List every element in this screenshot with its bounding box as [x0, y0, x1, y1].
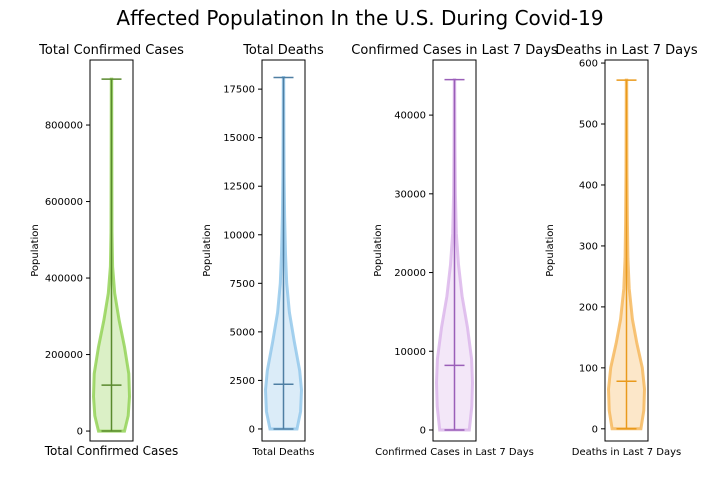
x-axis-label: Deaths in Last 7 Days: [572, 447, 681, 458]
y-tick-label: 600000: [45, 197, 83, 208]
y-axis-label: Population: [545, 224, 556, 277]
subplot-title: Deaths in Last 7 Days: [555, 43, 697, 58]
plot-frame: [604, 59, 649, 442]
subplot-3: Confirmed Cases in Last 7 Days 0 10000 2000…: [351, 43, 558, 458]
y-tick-label: 40000: [394, 111, 426, 122]
y-tick-label: 0: [249, 424, 255, 435]
plot-frame: [432, 59, 477, 442]
y-tick-label: 300: [579, 241, 598, 252]
y-tick-label: 15000: [223, 133, 255, 144]
y-tick-label: 0: [77, 427, 83, 438]
y-tick-label: 600: [579, 59, 598, 70]
y-tick-label: 2500: [230, 376, 255, 387]
y-tick-label: 12500: [223, 182, 255, 193]
plot-frame: [261, 59, 306, 442]
figure-title: Affected Populatinon In the U.S. During …: [116, 6, 603, 30]
y-tick-label: 400: [579, 180, 598, 191]
subplot-4: Deaths in Last 7 Days 0 100 200 300 400 500 600…: [545, 43, 698, 458]
y-tick-label: 0: [592, 424, 598, 435]
subplot-2: Total Deaths 0 2500 5000 7500 10000 12500 15000…: [202, 43, 324, 458]
subplot-title: Total Confirmed Cases: [38, 43, 184, 58]
x-axis-label: Total Deaths: [252, 447, 315, 458]
x-axis-label: Total Confirmed Cases: [44, 444, 179, 458]
subplots: Total Confirmed Cases0200000400000600000…: [30, 43, 698, 458]
y-tick-label: 400000: [45, 274, 83, 285]
y-tick-label: 5000: [230, 327, 255, 338]
y-axis-label: Population: [202, 224, 213, 277]
y-tick-label: 20000: [394, 268, 426, 279]
x-axis-label: Confirmed Cases in Last 7 Days: [375, 447, 534, 458]
y-tick-label: 800000: [45, 121, 83, 132]
y-tick-label: 7500: [230, 279, 255, 290]
y-tick-label: 500: [579, 120, 598, 131]
subplot-title: Confirmed Cases in Last 7 Days: [351, 43, 558, 58]
subplot-title: Total Deaths: [242, 43, 324, 58]
plot-frame: [89, 59, 134, 442]
y-tick-label: 10000: [394, 347, 426, 358]
y-tick-label: 10000: [223, 230, 255, 241]
y-tick-label: 200000: [45, 350, 83, 361]
y-tick-label: 17500: [223, 85, 255, 96]
y-tick-label: 30000: [394, 189, 426, 200]
y-axis-label: Population: [30, 224, 41, 277]
y-tick-label: 100: [579, 363, 598, 374]
y-tick-label: 0: [420, 425, 426, 436]
y-axis-label: Population: [373, 224, 384, 277]
y-tick-label: 200: [579, 302, 598, 313]
subplot-1: Total Confirmed Cases 0 200000 400000 600000…: [30, 43, 184, 458]
